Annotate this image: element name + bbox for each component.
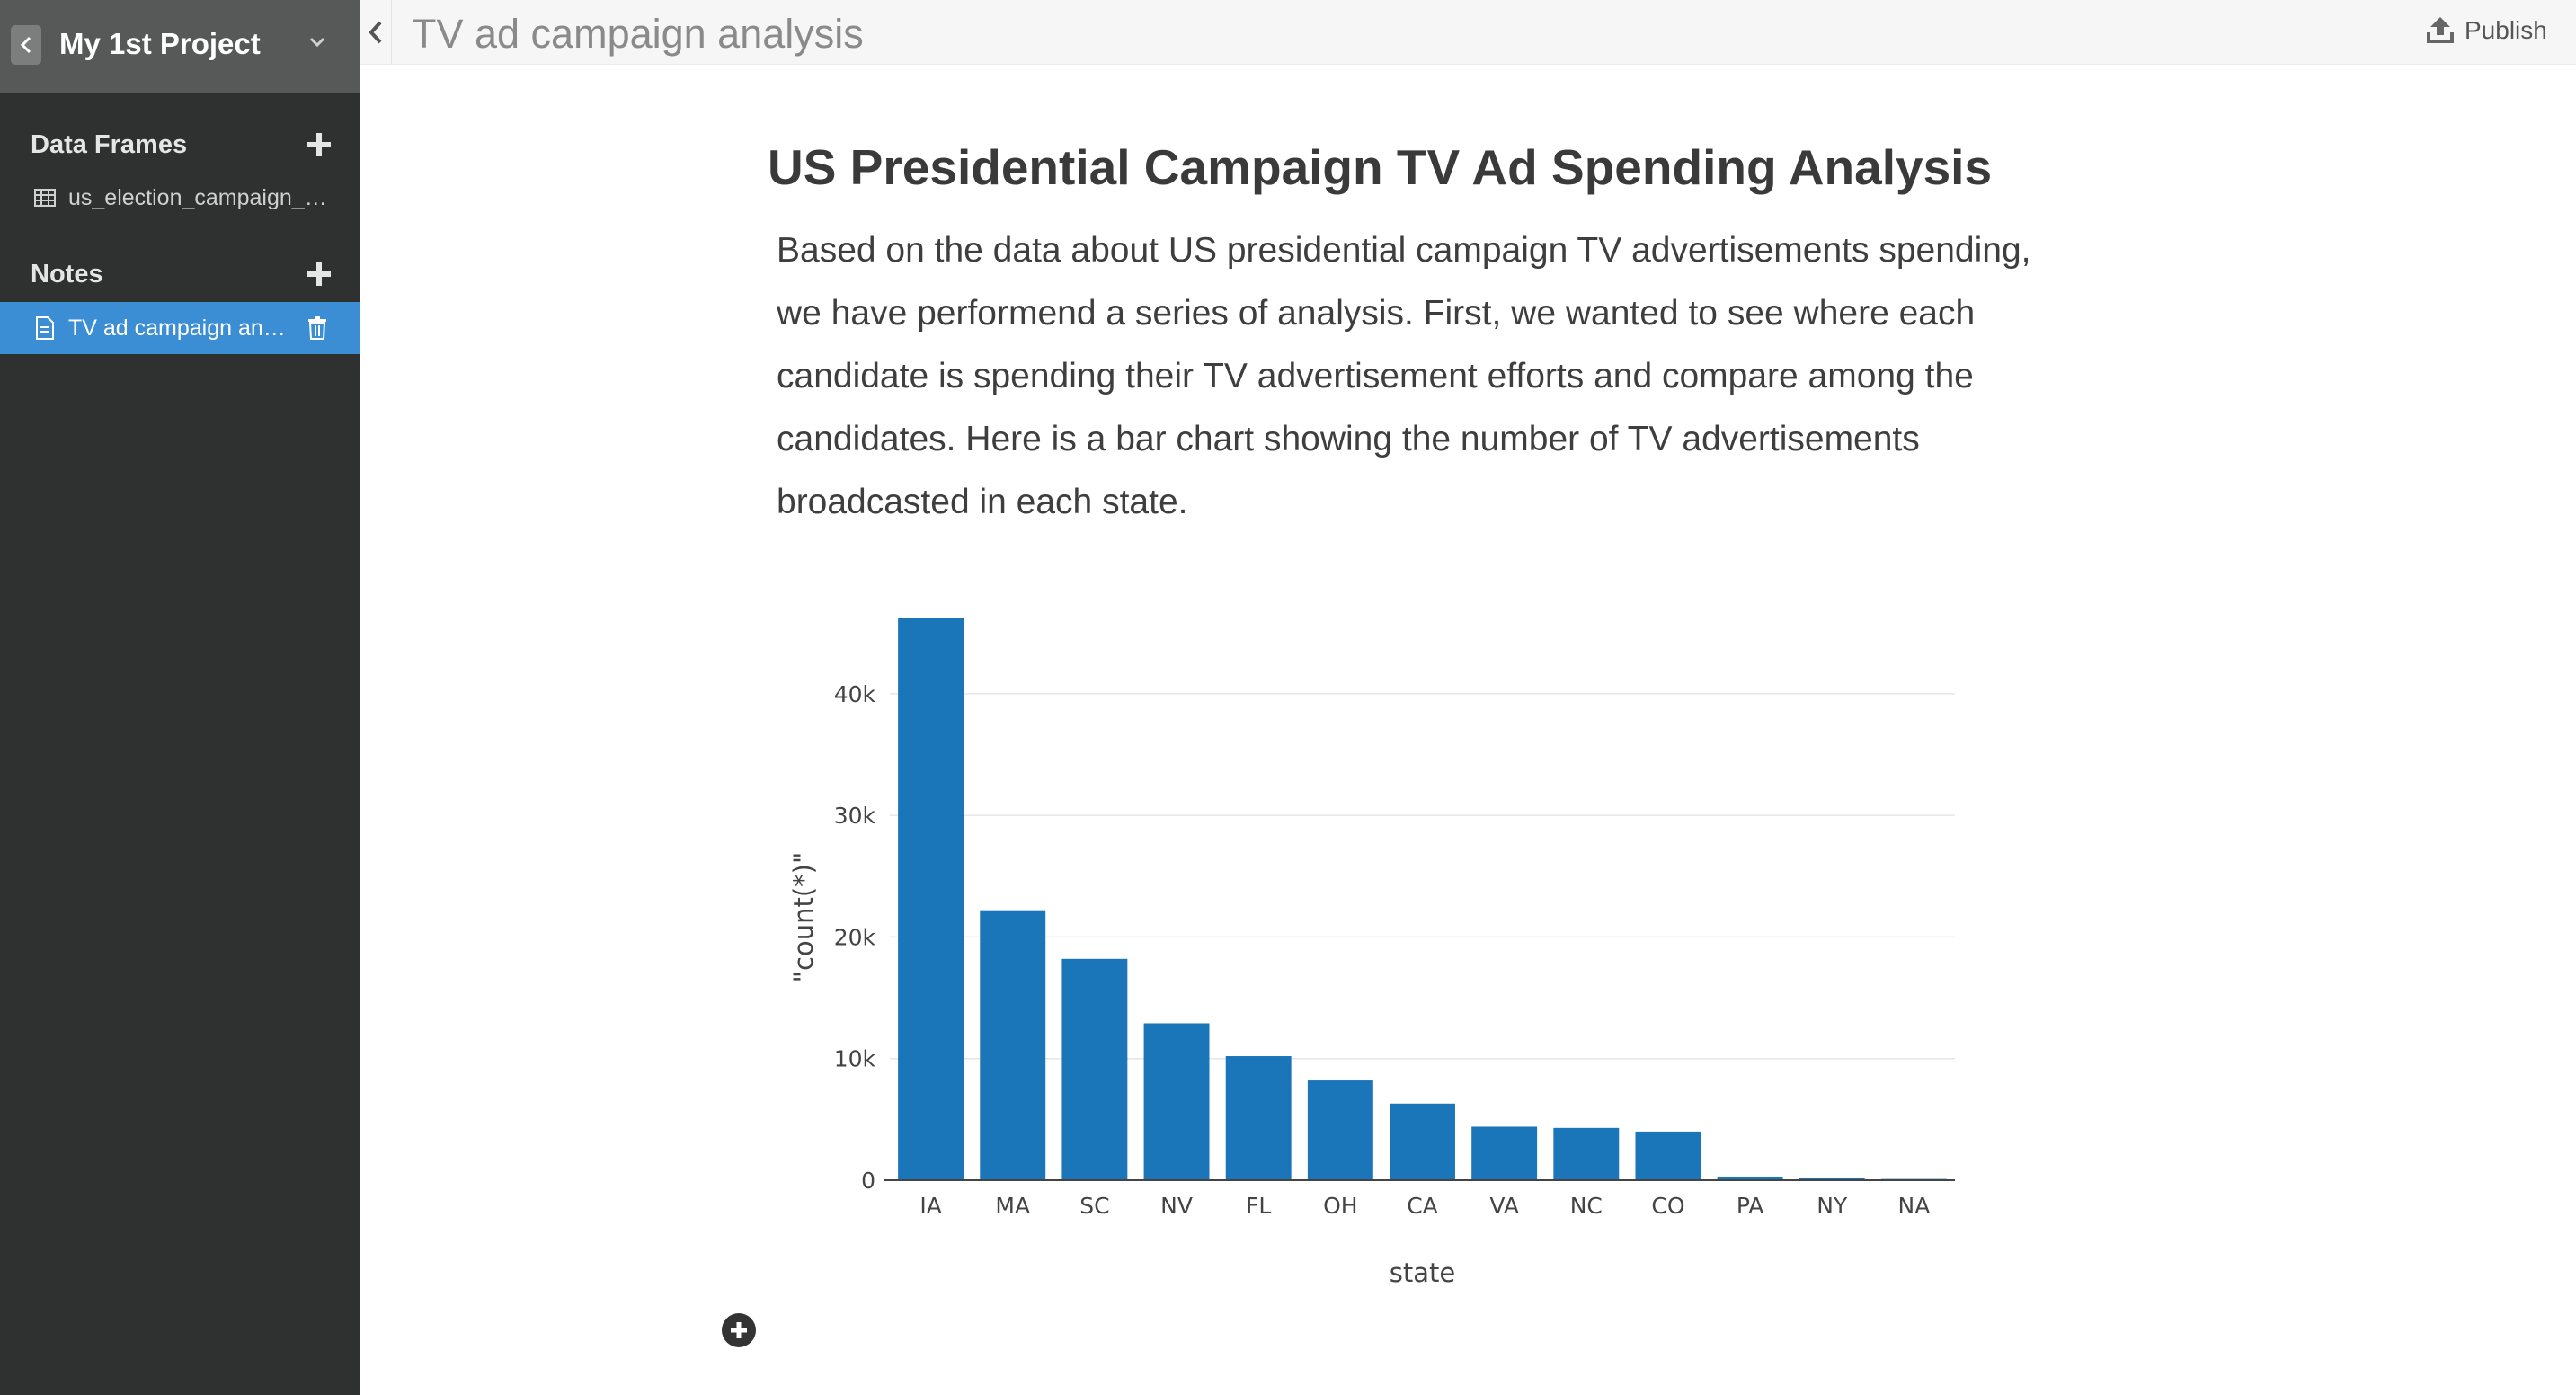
x-tick-label: MA xyxy=(995,1193,1030,1219)
bar xyxy=(1307,1080,1373,1180)
bar xyxy=(1225,1056,1292,1180)
document-title[interactable]: TV ad campaign analysis xyxy=(412,11,864,57)
bar xyxy=(1143,1023,1210,1180)
table-icon xyxy=(32,185,58,210)
delete-note-button[interactable] xyxy=(304,315,331,342)
paragraph-line: Based on the data about US presidential … xyxy=(777,231,2031,270)
x-axis-label: state xyxy=(1390,1257,1455,1288)
y-tick-label: 40k xyxy=(834,681,876,707)
x-tick-label: IA xyxy=(919,1193,941,1219)
publish-label: Publish xyxy=(2465,16,2547,44)
x-tick-label: SC xyxy=(1079,1193,1109,1219)
x-tick-label: OH xyxy=(1323,1193,1357,1219)
sidebar-item-note[interactable]: TV ad campaign analysis xyxy=(0,302,360,354)
y-tick-label: 30k xyxy=(834,803,876,829)
upload-icon xyxy=(2427,17,2454,43)
bar xyxy=(1553,1127,1620,1180)
data-frames-section-header: Data Frames xyxy=(0,122,360,167)
paragraph-line: candidates. Here is a bar chart showing … xyxy=(777,420,1920,458)
sidebar-item-label: us_election_campaign_tv_ads xyxy=(68,185,329,210)
bar-chart-svg: 0 10k 20k 30k 40k IA MA SC NV FL OH CA VA NC CO PA NY NA s… xyxy=(788,618,1955,1288)
note-paragraph: Based on the data about US presidential … xyxy=(777,219,2107,534)
notes-section-header: Notes xyxy=(0,252,360,297)
x-tick-label: PA xyxy=(1737,1193,1764,1219)
x-tick-label: NA xyxy=(1898,1193,1931,1219)
plus-icon xyxy=(307,133,331,156)
bar xyxy=(1390,1103,1455,1180)
y-tick-label: 0 xyxy=(861,1168,875,1194)
project-title: My 1st Project xyxy=(59,27,261,60)
plus-icon xyxy=(307,262,331,286)
bar xyxy=(1471,1126,1538,1180)
y-tick-label: 10k xyxy=(834,1046,876,1072)
x-tick-label: CO xyxy=(1651,1193,1684,1219)
paragraph-line: broadcasted in each state. xyxy=(777,483,1188,521)
x-tick-label: NY xyxy=(1817,1193,1848,1219)
paragraph-line: we have performend a series of analysis.… xyxy=(777,294,1976,333)
note-heading: US Presidential Campaign TV Ad Spending … xyxy=(768,139,1993,195)
chevron-down-icon xyxy=(309,37,325,48)
data-frames-label: Data Frames xyxy=(31,130,188,159)
trash-icon xyxy=(308,316,326,340)
publish-button[interactable]: Publish xyxy=(2425,11,2547,50)
bar xyxy=(1717,1176,1783,1180)
bar xyxy=(898,618,964,1180)
project-menu-button[interactable] xyxy=(302,27,333,58)
add-cell-button[interactable] xyxy=(722,1313,756,1347)
y-axis-label: "count(*)" xyxy=(788,852,819,983)
bar xyxy=(980,910,1046,1180)
add-data-frame-button[interactable] xyxy=(302,128,336,162)
y-tick-label: 20k xyxy=(834,924,876,950)
x-tick-label: NV xyxy=(1160,1193,1193,1219)
collapse-sidebar-button[interactable] xyxy=(360,0,392,65)
sidebar-item-data-frame[interactable]: us_election_campaign_tv_ads xyxy=(0,172,360,224)
x-tick-label: VA xyxy=(1489,1193,1519,1219)
paragraph-line: candidate is spending their TV advertise… xyxy=(777,357,1974,395)
bar xyxy=(1061,958,1128,1180)
x-tick-label: CA xyxy=(1407,1193,1438,1219)
topbar: TV ad campaign analysis Publish xyxy=(360,0,2576,65)
bar xyxy=(1635,1131,1701,1180)
back-button[interactable] xyxy=(11,25,41,65)
sidebar-item-label: TV ad campaign analysis xyxy=(68,315,293,341)
bar xyxy=(1799,1177,1865,1180)
project-header: My 1st Project xyxy=(0,0,360,93)
bar-chart: 0 10k 20k 30k 40k IA MA SC NV FL OH CA VA NC CO PA NY NA s… xyxy=(773,593,2013,1294)
sidebar: My 1st Project Data Frames xyxy=(0,0,360,1395)
chevron-left-icon xyxy=(20,36,31,54)
chevron-left-icon xyxy=(368,21,381,44)
add-note-button[interactable] xyxy=(302,257,336,291)
document-icon xyxy=(32,315,58,341)
plus-icon xyxy=(731,1322,747,1338)
x-tick-label: NC xyxy=(1570,1193,1603,1219)
notes-label: Notes xyxy=(31,260,103,289)
x-tick-label: FL xyxy=(1246,1193,1271,1219)
